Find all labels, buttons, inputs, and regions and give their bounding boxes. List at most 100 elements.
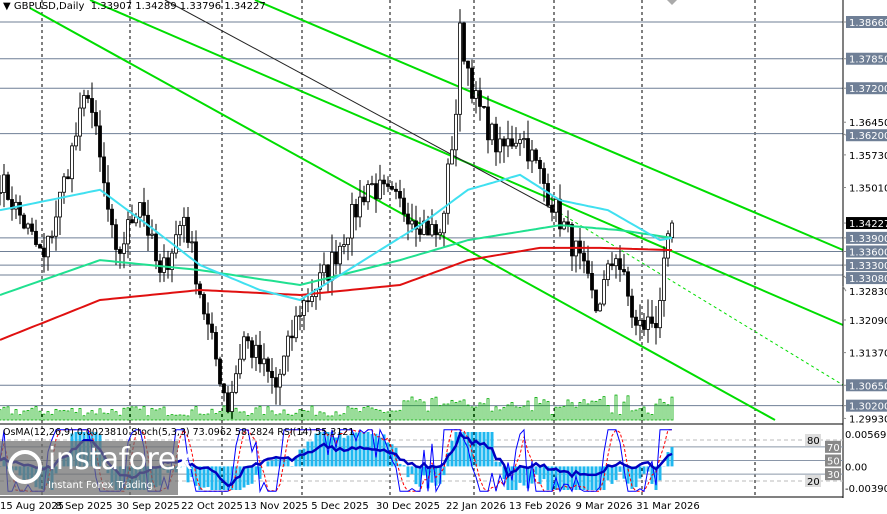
osma-bar — [654, 466, 658, 490]
volume-bar — [658, 398, 662, 421]
level-label: 1.30200 — [849, 402, 887, 413]
osma-axis-label: -0.003907 — [845, 484, 887, 495]
osma-bar — [302, 448, 306, 467]
osma-bar — [178, 466, 182, 468]
candle — [150, 233, 154, 236]
osma-bar — [250, 466, 254, 484]
volume-bar — [306, 410, 310, 421]
volume-bar — [494, 406, 498, 421]
volume-bar — [650, 414, 654, 421]
volume-bar — [510, 402, 514, 421]
candle — [346, 237, 350, 245]
osma-bar — [310, 441, 314, 467]
candle — [522, 138, 526, 141]
candle — [458, 22, 462, 115]
volume-bar — [382, 412, 386, 421]
candle — [470, 67, 474, 99]
volume-bar — [574, 406, 578, 421]
osma-bar — [394, 447, 398, 467]
volume-bar — [10, 413, 14, 421]
volume-bar — [422, 401, 426, 421]
candle — [374, 183, 378, 200]
volume-bar — [378, 409, 382, 421]
candle — [434, 224, 438, 236]
candle — [34, 230, 38, 245]
candle — [630, 295, 634, 318]
osma-bar — [470, 432, 474, 467]
volume-bar — [394, 410, 398, 421]
candle — [58, 191, 62, 218]
level-label-box — [846, 399, 887, 412]
ma-fast-line — [0, 173, 673, 302]
osma-bar — [562, 466, 566, 490]
candle — [338, 245, 342, 265]
volume-bar — [38, 410, 42, 421]
candle — [26, 223, 30, 229]
osma-bar — [458, 432, 462, 467]
price-tick-label: 1.35010 — [849, 184, 887, 195]
osma-bar — [386, 442, 390, 467]
volume-bar — [274, 414, 278, 421]
candle — [614, 258, 618, 267]
volume-bar — [554, 406, 558, 421]
candles — [0, 9, 674, 419]
candle — [218, 358, 222, 385]
volume-bar — [450, 399, 454, 421]
volume-bar — [370, 407, 374, 421]
osma-bar — [202, 466, 206, 488]
level-label-box — [846, 16, 887, 28]
volume-bar — [314, 414, 318, 421]
logo-mark-icon — [8, 450, 42, 484]
volume-bar — [638, 408, 642, 421]
volume-bar — [186, 415, 190, 421]
osma-bar — [670, 446, 674, 467]
candle — [510, 138, 514, 147]
volume-bar — [214, 413, 218, 421]
level-label-box — [846, 272, 887, 285]
osma-bar — [442, 466, 446, 476]
triangle-down-icon[interactable]: ▼ — [3, 1, 14, 12]
price-label-leader — [842, 133, 847, 136]
volume-bar — [118, 414, 122, 421]
osma-bar — [610, 466, 614, 484]
volume-bar — [162, 406, 166, 421]
volume-bar — [122, 407, 126, 421]
price-tick-label: 1.32830 — [849, 287, 887, 298]
volume-bar — [58, 410, 62, 421]
candle — [326, 264, 330, 281]
osma-bar — [578, 466, 582, 490]
volume-bar — [642, 406, 646, 421]
candle — [6, 174, 10, 200]
volume-bar — [94, 413, 98, 421]
candle — [474, 90, 478, 99]
date-label: 9 Mar 2026 — [575, 501, 632, 512]
candle — [606, 263, 610, 280]
osma-bar — [550, 466, 554, 490]
candle — [586, 260, 590, 274]
volume-bar — [310, 405, 314, 421]
volume-bar — [298, 409, 302, 421]
volume-bar — [174, 414, 178, 421]
candle — [550, 204, 554, 213]
volume-bar — [670, 396, 674, 421]
level-label: 1.36200 — [849, 131, 887, 142]
candle — [502, 138, 506, 147]
volume-bar — [54, 408, 58, 421]
candle — [482, 106, 486, 108]
volume-bar — [34, 406, 38, 421]
candle — [190, 241, 194, 244]
osma-bar — [330, 432, 334, 467]
osma-bar — [606, 466, 610, 481]
volume-bar — [206, 413, 210, 421]
candle — [386, 183, 390, 187]
volume-bar — [142, 406, 146, 421]
volume-bar — [294, 412, 298, 421]
level-label: 1.33300 — [849, 261, 887, 272]
candle — [354, 204, 358, 218]
stoch-level-label: 70 — [827, 443, 840, 454]
candle — [78, 107, 82, 137]
candle — [154, 233, 158, 262]
candle — [98, 125, 102, 158]
